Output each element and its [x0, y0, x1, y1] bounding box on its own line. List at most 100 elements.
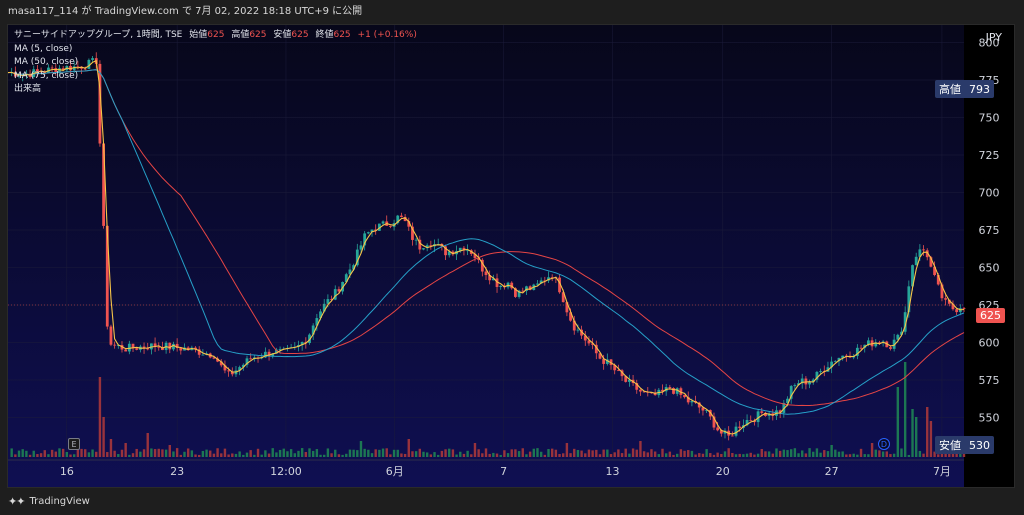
candle-body [639, 389, 642, 392]
volume-bar [234, 453, 238, 457]
candle-body [561, 292, 565, 303]
candle-body [800, 378, 804, 384]
volume-bar [481, 453, 484, 457]
candle-body [745, 420, 749, 426]
volume-bar [164, 449, 168, 457]
candle-body [896, 334, 900, 340]
candle-body [466, 250, 470, 252]
volume-bar [716, 452, 719, 457]
candle-body [157, 346, 161, 348]
candle-body [366, 232, 370, 234]
volume-bar [341, 454, 344, 457]
volume-bar [76, 448, 80, 457]
candle-body [918, 249, 922, 257]
candle-body [764, 412, 767, 416]
volume-bar [179, 454, 183, 457]
candle-body [889, 347, 892, 349]
volume-bar [238, 451, 241, 457]
candle-body [359, 245, 363, 250]
volume-bar [21, 449, 24, 457]
volume-bar [712, 454, 716, 457]
candle-body [914, 256, 918, 266]
candle-body [83, 68, 87, 70]
volume-bar [771, 453, 774, 457]
candle-body [102, 143, 105, 226]
volume-bar [797, 453, 800, 457]
volume-bar [694, 454, 697, 457]
volume-bar [749, 452, 752, 457]
volume-bar [503, 450, 506, 457]
candle-body [892, 339, 896, 349]
volume-bar [602, 449, 605, 457]
volume-bar [756, 453, 760, 457]
candle-body [69, 65, 72, 71]
candle-body [447, 251, 451, 256]
volume-bar [102, 417, 105, 457]
candle-body [311, 325, 315, 335]
volume-bar [778, 450, 782, 457]
candle-body [499, 285, 503, 287]
volume-bar [146, 433, 149, 457]
volume-bar [190, 450, 194, 457]
volume-bar [598, 454, 602, 457]
dividend-marker[interactable]: D [878, 438, 890, 450]
volume-bar [808, 448, 811, 457]
candle-body [230, 371, 234, 375]
candle-body [616, 370, 620, 372]
price-tick-label: 600 [979, 337, 1000, 350]
price-tick-label: 550 [979, 412, 1000, 425]
candle-body [142, 346, 146, 349]
candle-body [337, 289, 341, 292]
volume-bar [955, 451, 958, 457]
volume-bar [356, 450, 359, 457]
currency-label[interactable]: JPY [985, 31, 1002, 44]
candle-body [837, 357, 841, 362]
time-tick-label: 16 [60, 465, 74, 478]
publish-header: masa117_114 が TradingView.com で 7月 02, 2… [0, 0, 1024, 24]
candle-body [668, 387, 672, 389]
price-chart[interactable]: 550575600625650675700725750775800 162312… [8, 25, 1014, 487]
candle-body [315, 318, 319, 326]
candle-body [263, 351, 267, 358]
ma75-line [8, 69, 965, 407]
candle-body [333, 289, 337, 300]
volume-bar [175, 448, 179, 457]
volume-bar [683, 450, 686, 457]
footer: ✦✦ TradingView [8, 492, 90, 512]
candle-body [87, 59, 91, 69]
candle-body [940, 284, 944, 299]
volume-bar [753, 454, 756, 457]
chart-pane[interactable]: 550575600625650675700725750775800 162312… [7, 24, 1015, 488]
volume-bar [558, 453, 561, 457]
volume-bar [381, 448, 385, 457]
volume-bar [705, 449, 708, 457]
volume-bar [337, 454, 341, 457]
volume-bar [389, 454, 392, 457]
candle-body [539, 280, 543, 284]
volume-bar [282, 448, 285, 457]
volume-bar [183, 451, 186, 457]
candle-body [683, 394, 686, 398]
volume-bar [595, 449, 598, 457]
candle-body [878, 342, 881, 344]
ma50-line [8, 69, 965, 415]
volume-bar [10, 448, 13, 457]
volume-bar [587, 449, 591, 457]
candle-body [907, 286, 911, 313]
candle-body [536, 283, 539, 285]
footer-brand[interactable]: TradingView [29, 496, 90, 507]
time-tick-label: 12:00 [270, 465, 302, 478]
candle-body [127, 343, 131, 352]
volume-bar [256, 448, 260, 457]
candle-body [712, 416, 716, 428]
volume-bar [591, 450, 594, 457]
candle-body [425, 245, 429, 249]
volume-bar [407, 439, 410, 457]
candle-body [550, 277, 554, 279]
volume-bar [698, 453, 701, 457]
earnings-marker[interactable]: E [68, 438, 80, 450]
volume-bar [573, 448, 576, 457]
volume-bar [929, 421, 933, 457]
candle-body [661, 389, 664, 392]
volume-bar [760, 449, 763, 457]
